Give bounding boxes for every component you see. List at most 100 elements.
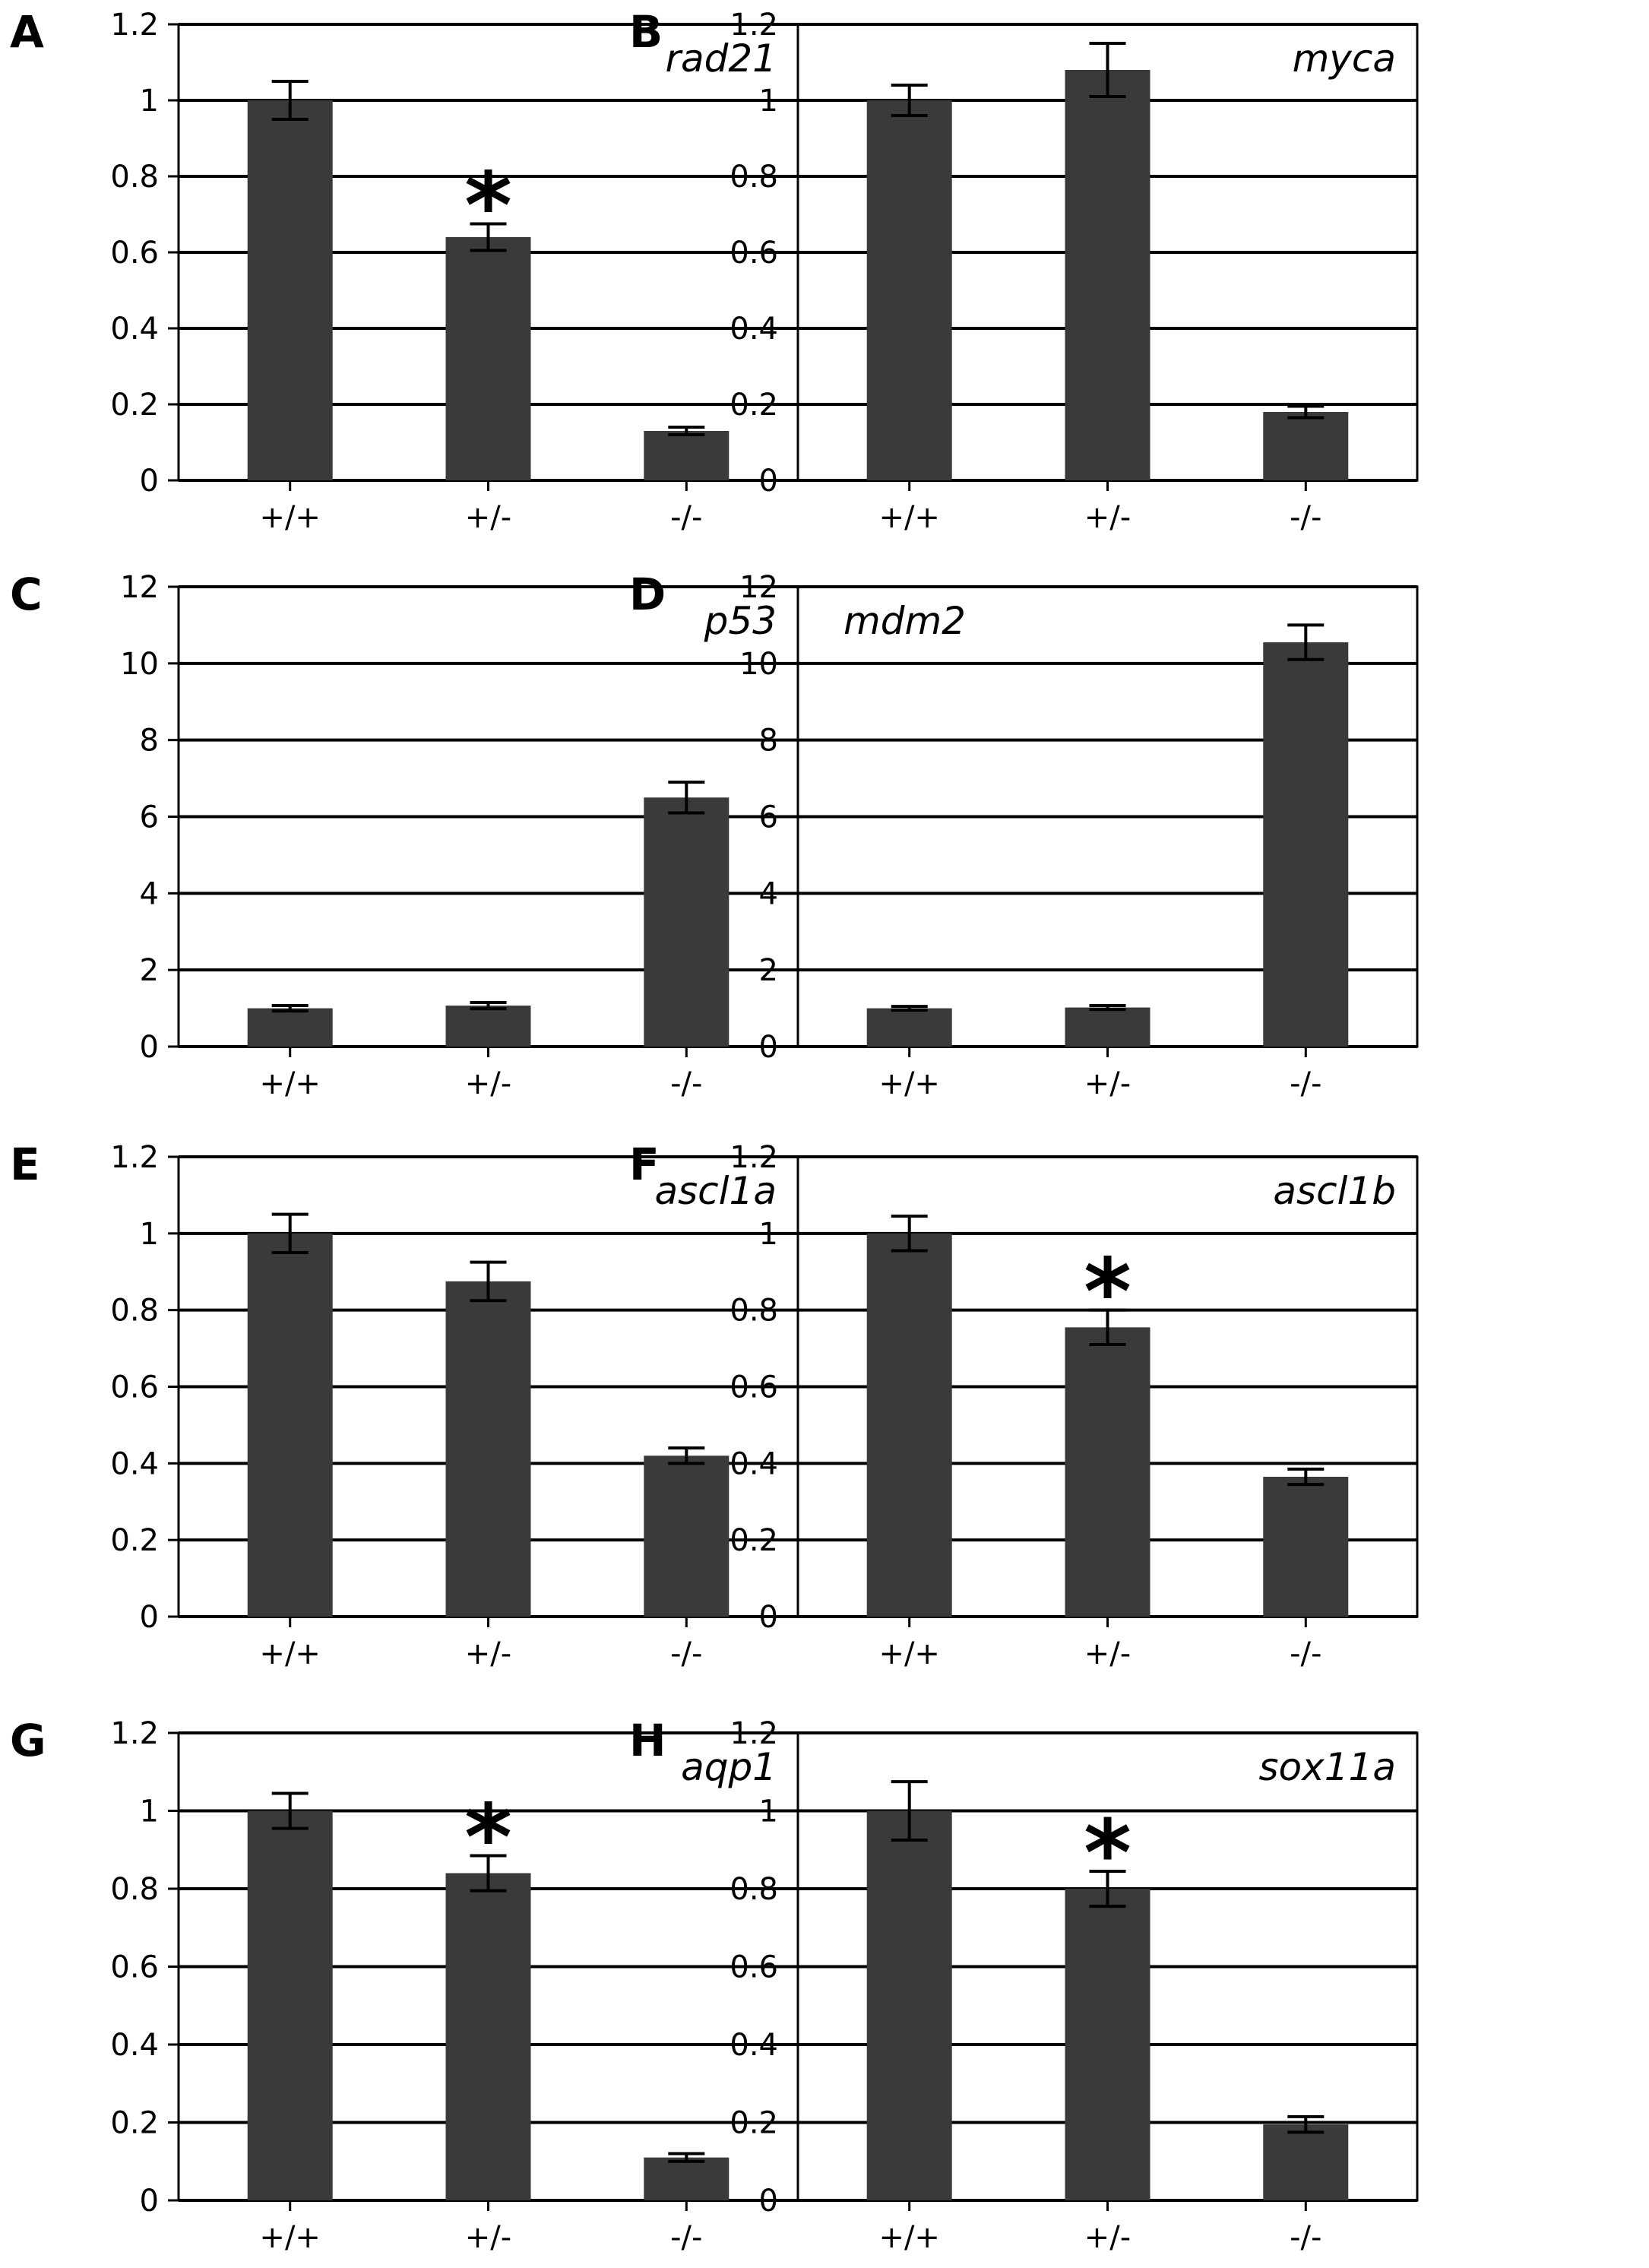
y-tick-label: 0.6 — [730, 236, 778, 271]
y-tick-label: 1 — [759, 1217, 778, 1252]
y-tick-label: 0.8 — [730, 160, 778, 195]
y-tick-label: 0.6 — [730, 1370, 778, 1405]
panel-letter: A — [10, 6, 44, 58]
category-label: +/+ — [259, 1066, 321, 1101]
y-tick-label: 0.6 — [730, 1950, 778, 1985]
bar-c-3 — [644, 797, 730, 1047]
y-tick-label: 0.2 — [110, 2106, 159, 2141]
y-tick-label: 1.2 — [730, 1140, 778, 1175]
bar-h-2 — [1065, 1889, 1151, 2200]
y-tick-label: 4 — [140, 876, 159, 911]
y-tick-label: 0.4 — [730, 2028, 778, 2063]
panel-e: E 0 0.2 0.4 0.6 0.8 1 1.2 +/+ +/- -/- ascl1a — [10, 1139, 799, 1671]
y-tick-label: 0 — [140, 1030, 159, 1065]
y-tick-label: 1 — [140, 1794, 159, 1829]
bar-b-2 — [1065, 70, 1151, 480]
category-label: +/+ — [878, 500, 940, 535]
gene-label: p53 — [704, 599, 777, 643]
bar-d-1 — [866, 1008, 952, 1047]
y-tick-label: 1 — [140, 84, 159, 119]
gene-label: sox11a — [1259, 1745, 1397, 1789]
gene-label: mdm2 — [843, 599, 966, 643]
bar-e-1 — [247, 1233, 333, 1617]
y-tick-label: 0.4 — [110, 312, 159, 347]
y-tick-label: 4 — [759, 876, 778, 911]
category-label: +/+ — [878, 1636, 940, 1671]
y-tick-label: 0.4 — [110, 1446, 159, 1481]
gene-label: myca — [1293, 36, 1396, 81]
panel-d: D 0 2 4 6 8 10 12 +/+ +/- -/- mdm2 — [629, 569, 1419, 1101]
bar-b-3 — [1263, 412, 1349, 480]
category-label: +/+ — [259, 500, 321, 535]
category-label: +/+ — [259, 1636, 321, 1671]
y-tick-label: 1 — [759, 1794, 778, 1829]
bar-g-2 — [445, 1873, 531, 2200]
y-tick-label: 2 — [140, 953, 159, 988]
y-tick-label: 0 — [759, 1600, 778, 1635]
y-tick-label: 0.4 — [110, 2028, 159, 2063]
bar-g-1 — [247, 1810, 333, 2200]
y-tick-label: 0.4 — [730, 312, 778, 347]
panel-c: C 0 2 4 6 8 10 12 +/+ +/- -/- p53 — [10, 569, 799, 1101]
panel-g: G 0 0.2 0.4 0.6 0.8 1 1.2 +/+ +/- * -/- aqp1 — [10, 1715, 799, 2255]
category-label: -/- — [1290, 1636, 1321, 1671]
panel-letter: F — [629, 1139, 660, 1190]
gene-label: rad21 — [665, 36, 777, 81]
category-label: +/- — [1084, 1636, 1131, 1671]
panel-letter: B — [629, 6, 663, 58]
bar-g-3 — [644, 2157, 730, 2200]
y-tick-label: 1.2 — [110, 1140, 159, 1175]
category-label: +/+ — [878, 1066, 940, 1101]
y-tick-label: 8 — [759, 724, 778, 759]
bar-a-2 — [445, 237, 531, 480]
y-tick-label: 0.2 — [110, 1523, 159, 1558]
panel-letter: H — [629, 1715, 666, 1766]
y-tick-label: 1.2 — [730, 1716, 778, 1751]
bar-c-1 — [247, 1008, 333, 1047]
category-label: +/- — [1084, 500, 1131, 535]
significance-star: * — [1084, 1240, 1132, 1346]
y-tick-label: 8 — [140, 724, 159, 759]
panel-letter: E — [10, 1139, 40, 1190]
bar-a-3 — [644, 431, 730, 480]
y-tick-label: 0.2 — [730, 388, 778, 423]
y-tick-label: 1 — [140, 1217, 159, 1252]
y-tick-label: 6 — [140, 800, 159, 835]
category-label: +/- — [465, 1636, 511, 1671]
category-label: +/- — [465, 2220, 511, 2255]
y-tick-label: 0 — [759, 464, 778, 499]
category-label: -/- — [670, 2220, 702, 2255]
y-tick-label: 1.2 — [730, 8, 778, 43]
y-tick-label: 1.2 — [110, 8, 159, 43]
bar-e-3 — [644, 1456, 730, 1617]
y-tick-label: 2 — [759, 953, 778, 988]
category-label: -/- — [670, 1636, 702, 1671]
y-tick-label: 0 — [759, 2184, 778, 2219]
y-tick-label: 0 — [759, 1030, 778, 1065]
y-tick-label: 6 — [759, 800, 778, 835]
bar-f-3 — [1263, 1476, 1349, 1617]
panel-f: F 0 0.2 0.4 0.6 0.8 1 1.2 +/+ +/- * -/- ascl1b — [629, 1139, 1419, 1671]
bar-d-3 — [1263, 642, 1349, 1047]
y-tick-label: 0 — [140, 464, 159, 499]
bar-f-1 — [866, 1233, 952, 1617]
panel-letter: C — [10, 569, 43, 620]
y-tick-label: 0.4 — [730, 1446, 778, 1481]
bar-e-2 — [445, 1281, 531, 1617]
y-tick-label: 0.8 — [110, 1294, 159, 1329]
y-tick-label: 0.2 — [110, 388, 159, 423]
gene-label: aqp1 — [681, 1745, 777, 1789]
category-label: +/- — [465, 1066, 511, 1101]
y-tick-label: 0 — [140, 1600, 159, 1635]
y-tick-label: 0.8 — [110, 160, 159, 195]
bar-d-2 — [1065, 1007, 1151, 1047]
category-label: -/- — [670, 500, 702, 535]
bar-c-2 — [445, 1006, 531, 1047]
significance-star: * — [464, 1785, 512, 1891]
y-tick-label: 0.2 — [730, 2106, 778, 2141]
y-tick-label: 1 — [759, 84, 778, 119]
bar-f-2 — [1065, 1327, 1151, 1617]
category-label: -/- — [1290, 1066, 1321, 1101]
bar-b-1 — [866, 100, 952, 480]
